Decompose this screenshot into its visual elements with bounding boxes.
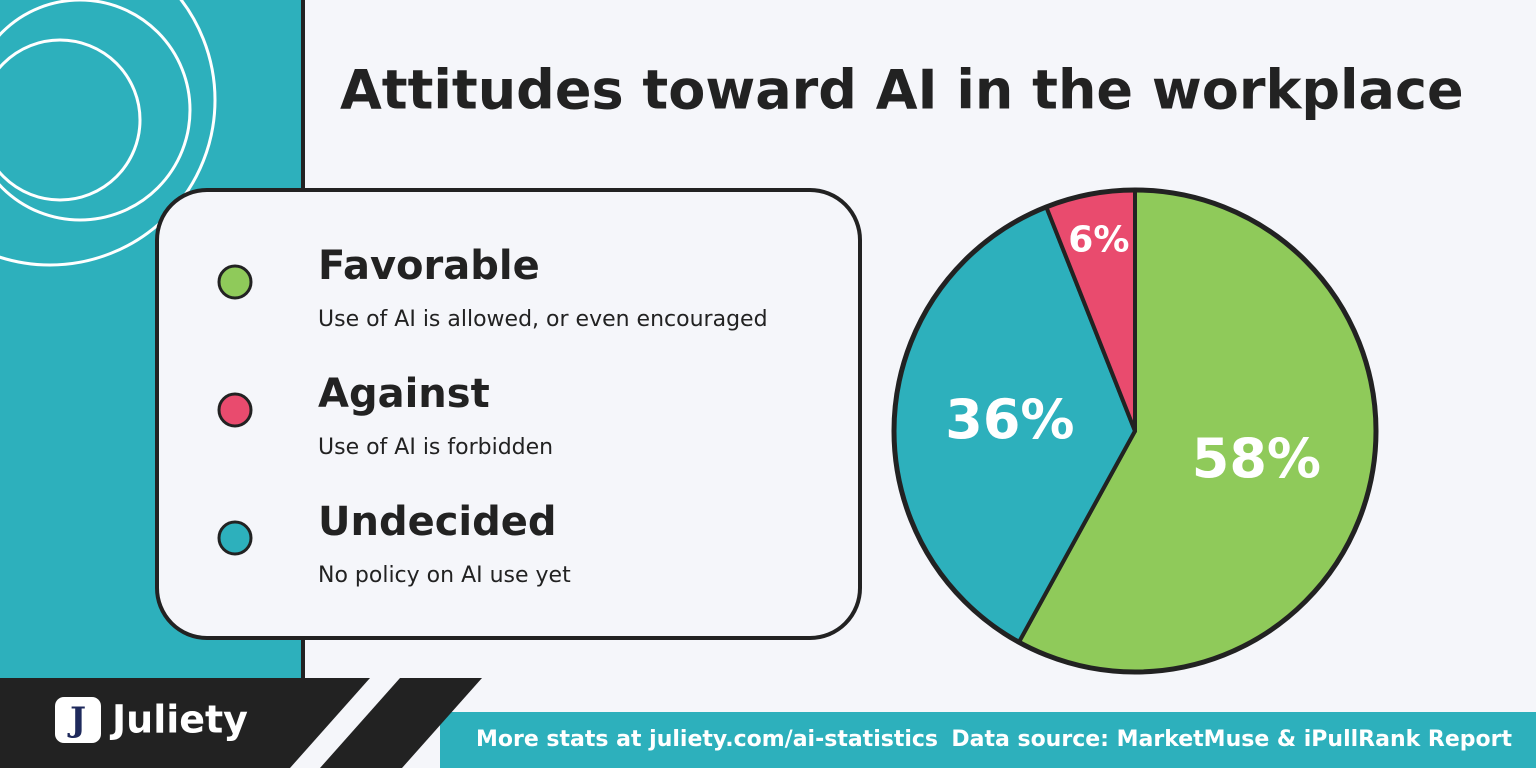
logo-letter: J	[67, 700, 86, 740]
footer-bar	[440, 712, 1536, 768]
slice-label: 6%	[1068, 220, 1129, 261]
brand: Juliety	[109, 698, 248, 742]
legend-swatch	[217, 264, 253, 300]
logo-box	[55, 697, 101, 743]
legend-description: No policy on AI use yet	[318, 563, 571, 588]
slice-label: 58%	[1192, 427, 1321, 490]
legend-box	[155, 188, 862, 640]
legend-description: Use of AI is forbidden	[318, 435, 553, 460]
slice-label: 36%	[945, 388, 1074, 451]
footer-link[interactable]: More stats at juliety.com/ai-statistics	[476, 727, 938, 752]
legend-swatch	[217, 392, 253, 428]
footer-stripe	[320, 678, 482, 768]
legend: Favorable Use of AI is allowed, or even e…	[217, 243, 768, 588]
legend-swatch	[217, 520, 253, 556]
pie-outline	[891, 187, 1379, 675]
pie: 58% 36% 6%	[891, 187, 1379, 675]
legend-label: Favorable	[318, 243, 540, 289]
chart-title: Attitudes toward AI in the workplace	[340, 59, 1464, 122]
legend-description: Use of AI is allowed, or even encouraged	[318, 307, 768, 332]
footer-source: Data source: MarketMuse & iPullRank Repo…	[951, 727, 1512, 752]
decor-circles	[0, 0, 217, 267]
legend-label: Against	[318, 371, 490, 417]
legend-label: Undecided	[318, 499, 557, 545]
